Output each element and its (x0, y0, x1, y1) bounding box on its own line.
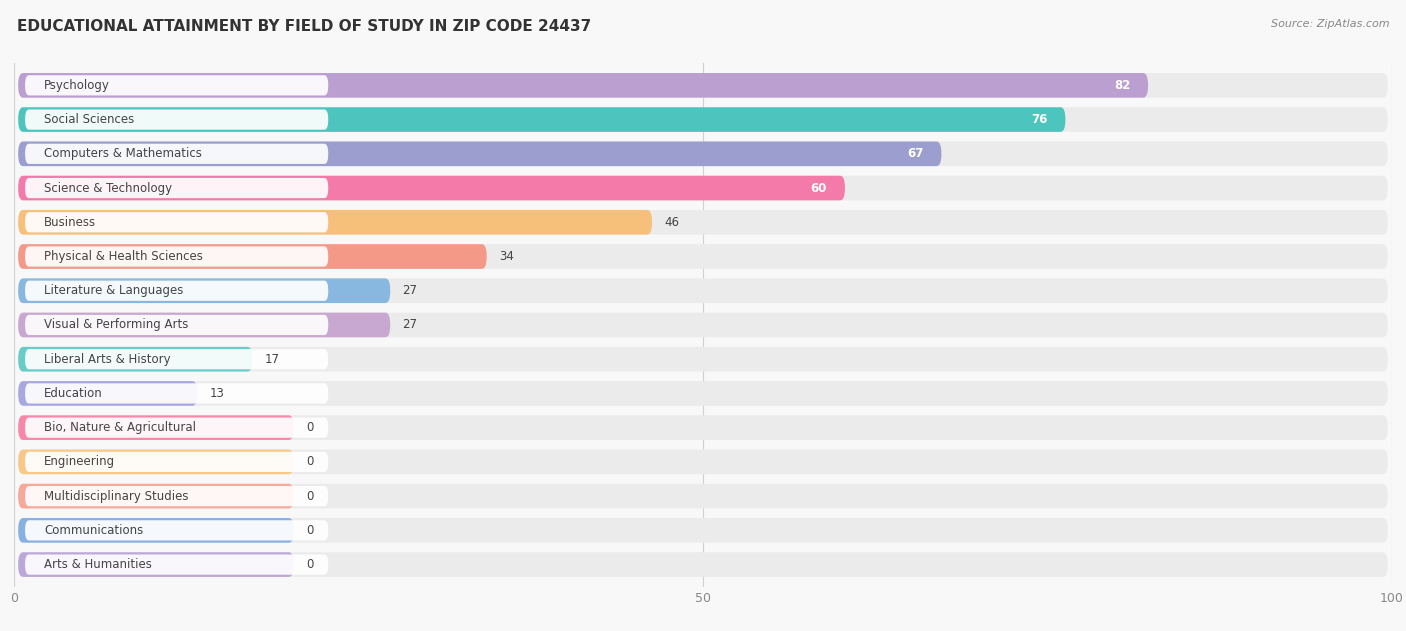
FancyBboxPatch shape (25, 520, 328, 541)
FancyBboxPatch shape (25, 144, 328, 164)
FancyBboxPatch shape (25, 109, 328, 130)
FancyBboxPatch shape (18, 141, 1388, 166)
FancyBboxPatch shape (25, 418, 328, 438)
Text: Multidisciplinary Studies: Multidisciplinary Studies (45, 490, 188, 503)
Text: Communications: Communications (45, 524, 143, 537)
FancyBboxPatch shape (18, 449, 294, 475)
Text: Business: Business (45, 216, 97, 229)
FancyBboxPatch shape (18, 210, 1388, 235)
Text: Source: ZipAtlas.com: Source: ZipAtlas.com (1271, 19, 1389, 29)
Text: 60: 60 (811, 182, 827, 194)
Text: Psychology: Psychology (45, 79, 110, 92)
Text: Literature & Languages: Literature & Languages (45, 284, 184, 297)
FancyBboxPatch shape (25, 246, 328, 267)
FancyBboxPatch shape (18, 244, 486, 269)
FancyBboxPatch shape (25, 349, 328, 369)
FancyBboxPatch shape (18, 552, 294, 577)
Text: 76: 76 (1031, 113, 1047, 126)
Text: 46: 46 (665, 216, 679, 229)
Text: 0: 0 (307, 524, 314, 537)
Text: Engineering: Engineering (45, 456, 115, 468)
FancyBboxPatch shape (18, 381, 197, 406)
FancyBboxPatch shape (18, 347, 1388, 372)
Text: Bio, Nature & Agricultural: Bio, Nature & Agricultural (45, 421, 197, 434)
FancyBboxPatch shape (18, 141, 942, 166)
FancyBboxPatch shape (25, 315, 328, 335)
FancyBboxPatch shape (18, 73, 1388, 98)
Text: 67: 67 (907, 147, 924, 160)
FancyBboxPatch shape (18, 381, 1388, 406)
FancyBboxPatch shape (18, 518, 1388, 543)
Text: 13: 13 (209, 387, 225, 400)
FancyBboxPatch shape (18, 175, 845, 201)
Text: 27: 27 (402, 284, 418, 297)
FancyBboxPatch shape (18, 210, 652, 235)
FancyBboxPatch shape (25, 178, 328, 198)
FancyBboxPatch shape (18, 107, 1388, 132)
FancyBboxPatch shape (18, 312, 1388, 338)
Text: 0: 0 (307, 421, 314, 434)
Text: 0: 0 (307, 456, 314, 468)
Text: Education: Education (45, 387, 103, 400)
Text: Social Sciences: Social Sciences (45, 113, 135, 126)
Text: 34: 34 (499, 250, 515, 263)
FancyBboxPatch shape (18, 552, 1388, 577)
FancyBboxPatch shape (18, 278, 391, 303)
FancyBboxPatch shape (18, 415, 294, 440)
FancyBboxPatch shape (25, 383, 328, 404)
FancyBboxPatch shape (18, 73, 1149, 98)
FancyBboxPatch shape (25, 486, 328, 506)
FancyBboxPatch shape (18, 484, 294, 509)
FancyBboxPatch shape (25, 281, 328, 301)
Text: Science & Technology: Science & Technology (45, 182, 173, 194)
FancyBboxPatch shape (18, 518, 294, 543)
FancyBboxPatch shape (18, 244, 1388, 269)
FancyBboxPatch shape (18, 278, 1388, 303)
FancyBboxPatch shape (18, 312, 391, 338)
Text: Visual & Performing Arts: Visual & Performing Arts (45, 319, 188, 331)
FancyBboxPatch shape (25, 212, 328, 232)
FancyBboxPatch shape (25, 452, 328, 472)
Text: 0: 0 (307, 558, 314, 571)
FancyBboxPatch shape (25, 555, 328, 575)
Text: 0: 0 (307, 490, 314, 503)
Text: 17: 17 (264, 353, 280, 366)
FancyBboxPatch shape (25, 75, 328, 95)
Text: Arts & Humanities: Arts & Humanities (45, 558, 152, 571)
Text: 27: 27 (402, 319, 418, 331)
FancyBboxPatch shape (18, 107, 1066, 132)
FancyBboxPatch shape (18, 415, 1388, 440)
FancyBboxPatch shape (18, 449, 1388, 475)
Text: EDUCATIONAL ATTAINMENT BY FIELD OF STUDY IN ZIP CODE 24437: EDUCATIONAL ATTAINMENT BY FIELD OF STUDY… (17, 19, 591, 34)
Text: Computers & Mathematics: Computers & Mathematics (45, 147, 202, 160)
FancyBboxPatch shape (18, 175, 1388, 201)
Text: Liberal Arts & History: Liberal Arts & History (45, 353, 172, 366)
Text: Physical & Health Sciences: Physical & Health Sciences (45, 250, 204, 263)
FancyBboxPatch shape (18, 347, 253, 372)
FancyBboxPatch shape (18, 484, 1388, 509)
Text: 82: 82 (1114, 79, 1130, 92)
